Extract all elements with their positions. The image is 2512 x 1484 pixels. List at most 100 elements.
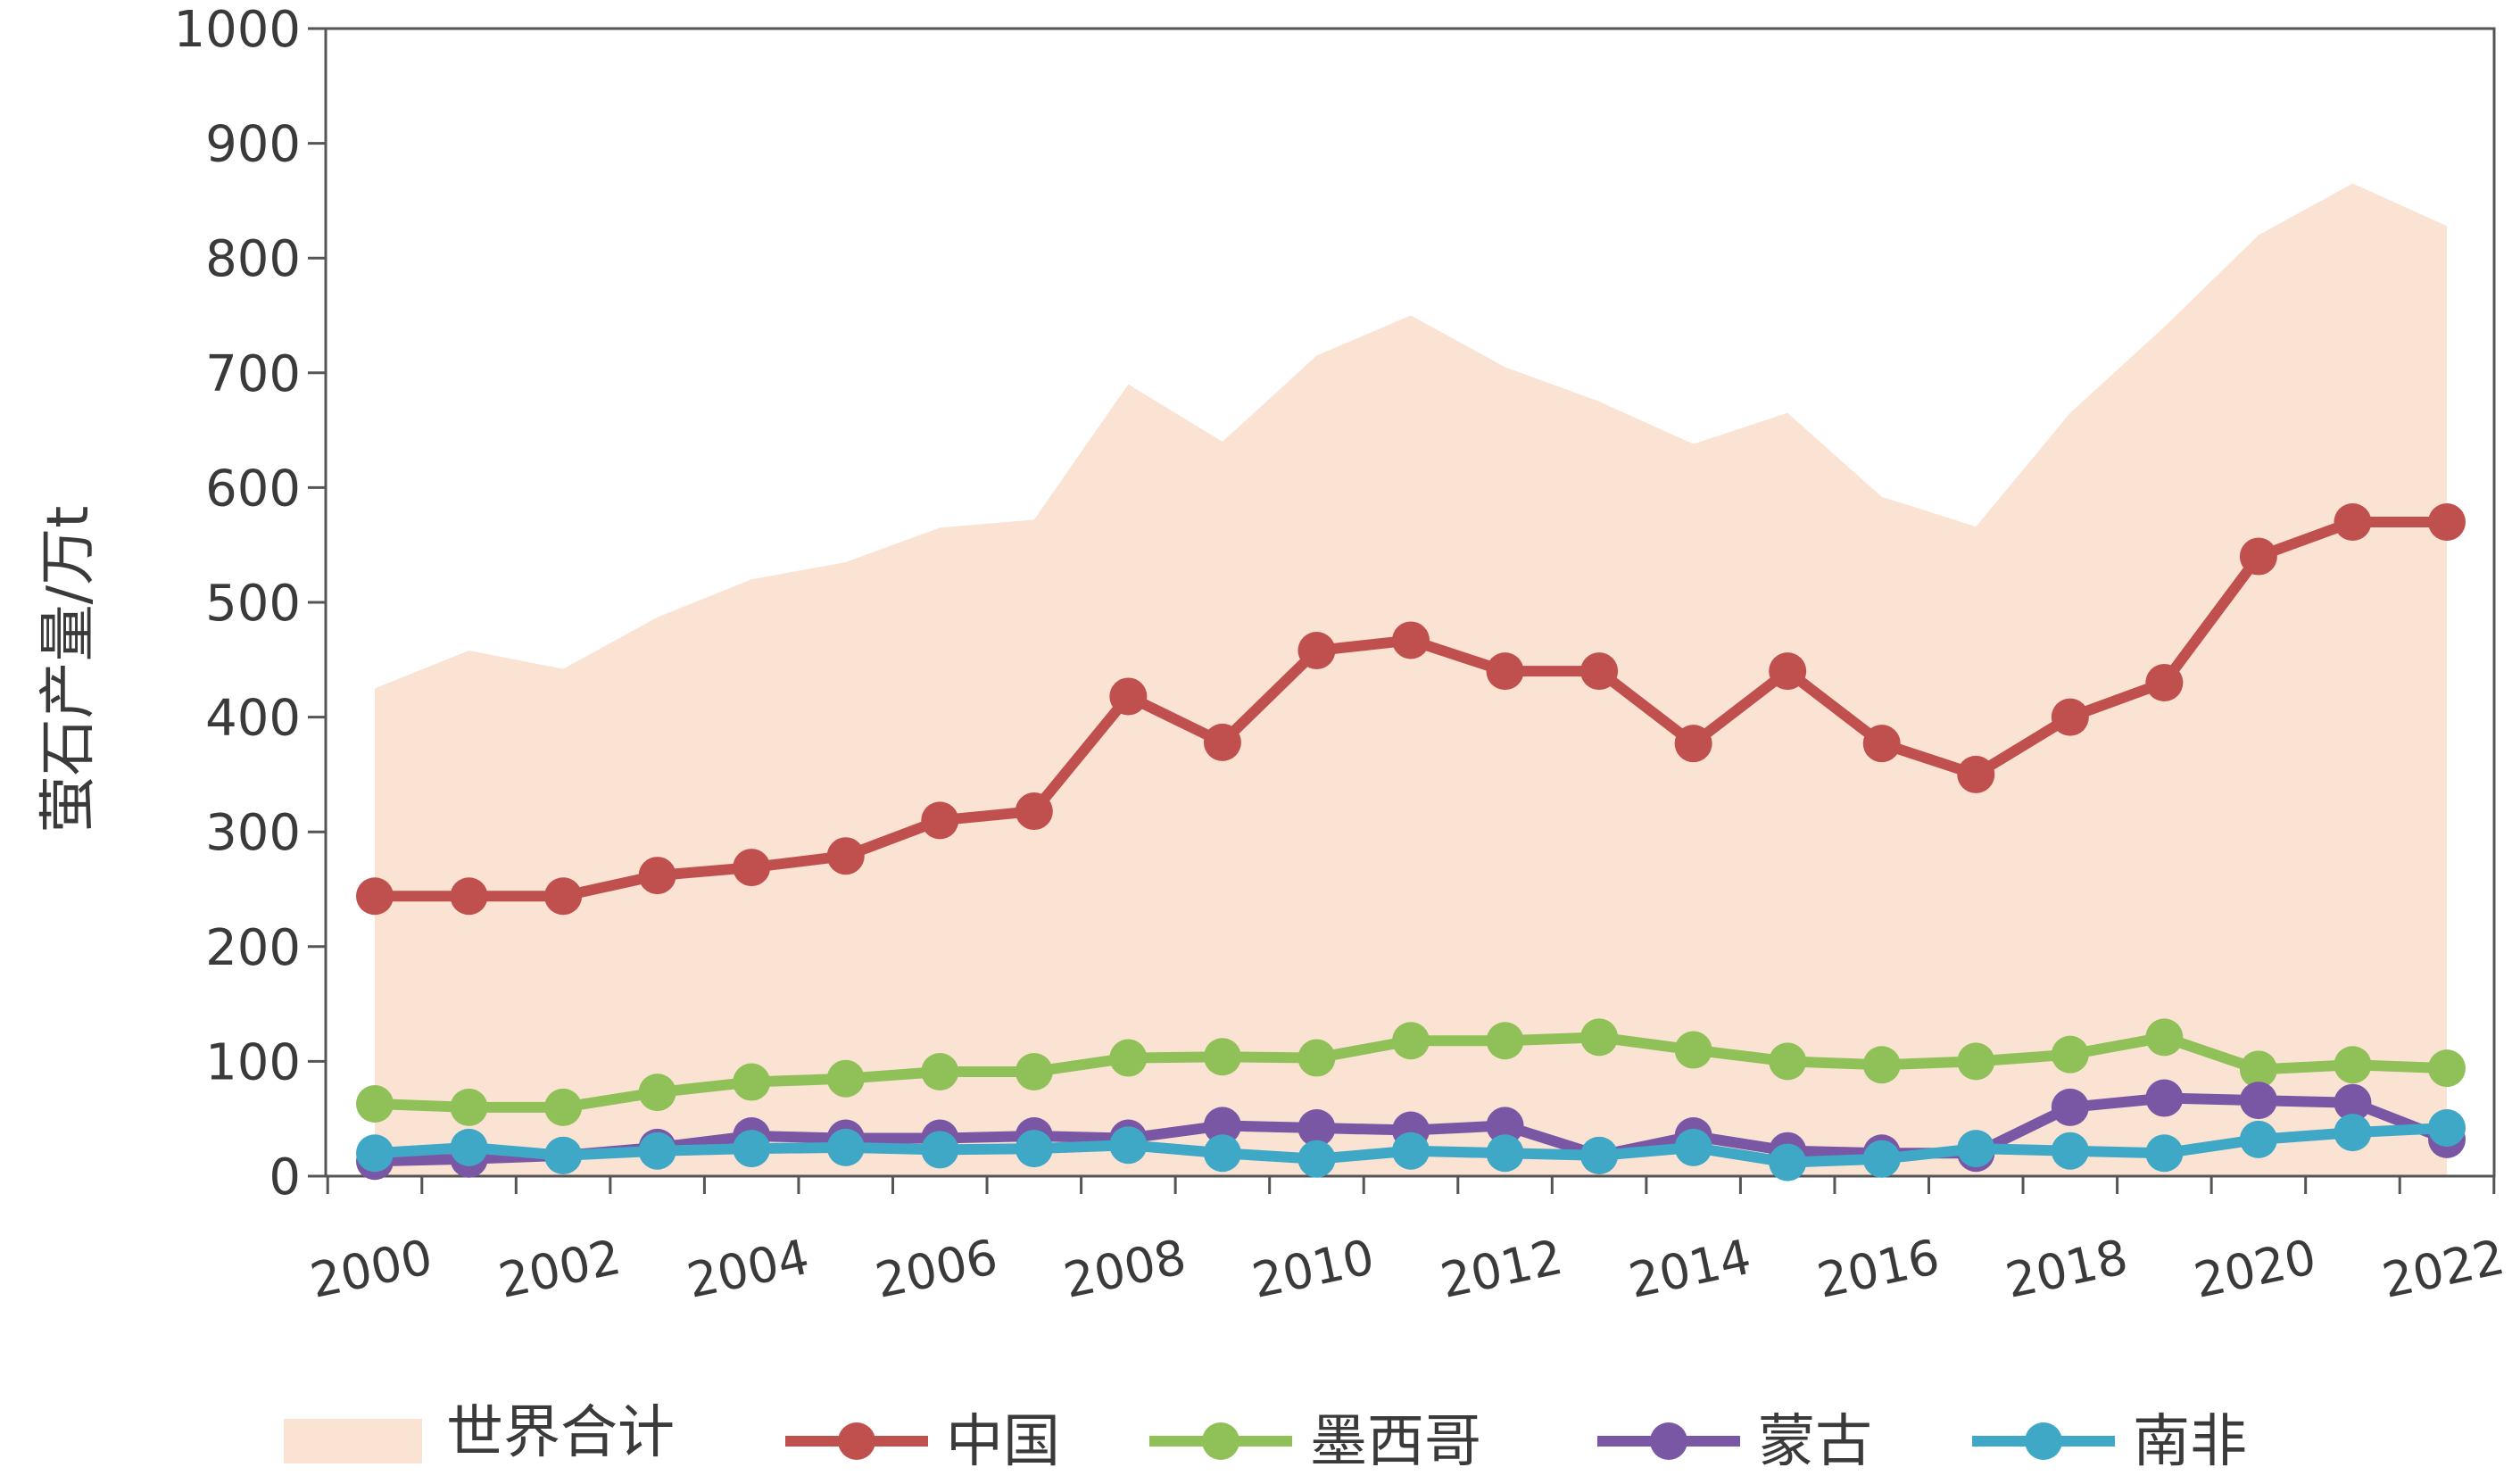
legend-swatch-marker — [2025, 1422, 2062, 1460]
data-point — [2334, 1083, 2372, 1122]
data-point — [1769, 652, 1807, 691]
data-point — [2239, 1050, 2277, 1089]
data-point — [638, 1074, 676, 1112]
x-tick-label: 2004 — [683, 1229, 815, 1309]
x-tick-label: 2006 — [871, 1229, 1003, 1309]
data-point — [2428, 1049, 2466, 1088]
y-tick-label: 600 — [205, 460, 301, 518]
y-axis-title: 萤石产量/万t — [36, 506, 102, 833]
data-point — [450, 1088, 488, 1126]
legend-label: 中国 — [946, 1409, 1060, 1475]
legend-label: 世界合计 — [446, 1400, 675, 1466]
legend: 世界合计 中国 墨西哥 蒙古 南非 — [284, 1400, 2247, 1475]
area-layer — [375, 183, 2447, 1177]
data-point — [1297, 632, 1336, 670]
data-point — [1486, 1134, 1524, 1173]
data-point — [1392, 621, 1430, 659]
data-point — [1297, 1039, 1336, 1077]
legend-swatch-marker — [1202, 1422, 1239, 1460]
data-point — [2239, 1082, 2277, 1120]
data-point — [2051, 698, 2089, 736]
y-tick-label: 200 — [205, 919, 301, 977]
data-point — [921, 1131, 959, 1169]
data-point — [2051, 1088, 2089, 1126]
data-point — [2428, 1108, 2466, 1147]
legend-label: 墨西哥 — [1310, 1409, 1481, 1475]
data-point — [921, 1052, 959, 1090]
data-point — [1109, 1126, 1148, 1165]
data-point — [544, 1136, 583, 1174]
line-series — [356, 1108, 2466, 1181]
data-point — [1392, 1022, 1430, 1060]
x-tick-label: 2010 — [1248, 1229, 1380, 1309]
data-point — [544, 877, 583, 916]
data-point — [1674, 1128, 1712, 1166]
y-tick-label: 900 — [205, 116, 301, 174]
data-point — [1109, 1039, 1148, 1077]
legend-swatch-marker — [1650, 1422, 1687, 1460]
legend-swatch-area — [284, 1419, 422, 1463]
data-point — [450, 877, 488, 916]
y-tick-label: 800 — [205, 230, 301, 288]
x-tick-label: 2012 — [1436, 1229, 1568, 1309]
x-tick-label: 2018 — [2001, 1229, 2133, 1309]
data-point — [638, 1132, 676, 1170]
data-point — [1957, 1042, 1995, 1081]
x-tick-label: 2016 — [1812, 1229, 1944, 1309]
x-tick-label: 2020 — [2189, 1229, 2321, 1309]
data-point — [1580, 1136, 1619, 1174]
y-tick-label: 0 — [269, 1148, 301, 1206]
area-series-world-total — [375, 183, 2447, 1177]
y-tick-label: 700 — [205, 345, 301, 403]
x-tick-label: 2014 — [1624, 1229, 1756, 1309]
data-point — [1486, 652, 1524, 691]
data-point — [2145, 1018, 2184, 1057]
data-point — [2051, 1035, 2089, 1074]
data-point — [2239, 537, 2277, 576]
data-point — [1862, 1140, 1901, 1178]
data-point — [1580, 652, 1619, 691]
line-series — [356, 502, 2466, 916]
x-tick-label: 2022 — [2377, 1229, 2509, 1309]
data-point — [2145, 1134, 2184, 1173]
data-point — [2428, 502, 2466, 541]
data-point — [1769, 1143, 1807, 1181]
data-point — [1015, 1052, 1053, 1090]
data-point — [356, 1134, 394, 1173]
data-point — [356, 1084, 394, 1123]
data-point — [1392, 1132, 1430, 1170]
y-tick-label: 1000 — [173, 1, 301, 59]
data-point — [1203, 1134, 1241, 1173]
data-point — [1015, 792, 1053, 831]
data-point — [826, 1128, 865, 1166]
data-point — [1297, 1140, 1336, 1178]
line-series — [356, 1018, 2466, 1126]
x-tick-label: 2008 — [1059, 1229, 1191, 1309]
y-tick-label: 300 — [205, 804, 301, 862]
series-layer — [356, 502, 2466, 1181]
data-point — [2145, 1079, 2184, 1117]
legend-swatch-marker — [838, 1422, 875, 1460]
data-point — [1203, 723, 1241, 761]
data-point — [1486, 1022, 1524, 1060]
data-point — [1486, 1107, 1524, 1145]
data-point — [2051, 1132, 2089, 1170]
x-tick-label: 2002 — [493, 1229, 626, 1309]
data-point — [2334, 502, 2372, 541]
data-point — [733, 1063, 771, 1101]
legend-label: 蒙古 — [1758, 1409, 1872, 1475]
data-point — [450, 1128, 488, 1166]
data-point — [1674, 1031, 1712, 1069]
data-point — [826, 1059, 865, 1098]
y-tick-label: 400 — [205, 690, 301, 748]
data-point — [2334, 1114, 2372, 1152]
data-point — [733, 1130, 771, 1168]
data-point — [826, 837, 865, 875]
data-point — [1769, 1042, 1807, 1081]
data-point — [1297, 1108, 1336, 1147]
data-point — [1203, 1038, 1241, 1076]
data-point — [2145, 664, 2184, 702]
y-tick-label: 100 — [205, 1033, 301, 1091]
data-point — [2334, 1046, 2372, 1084]
